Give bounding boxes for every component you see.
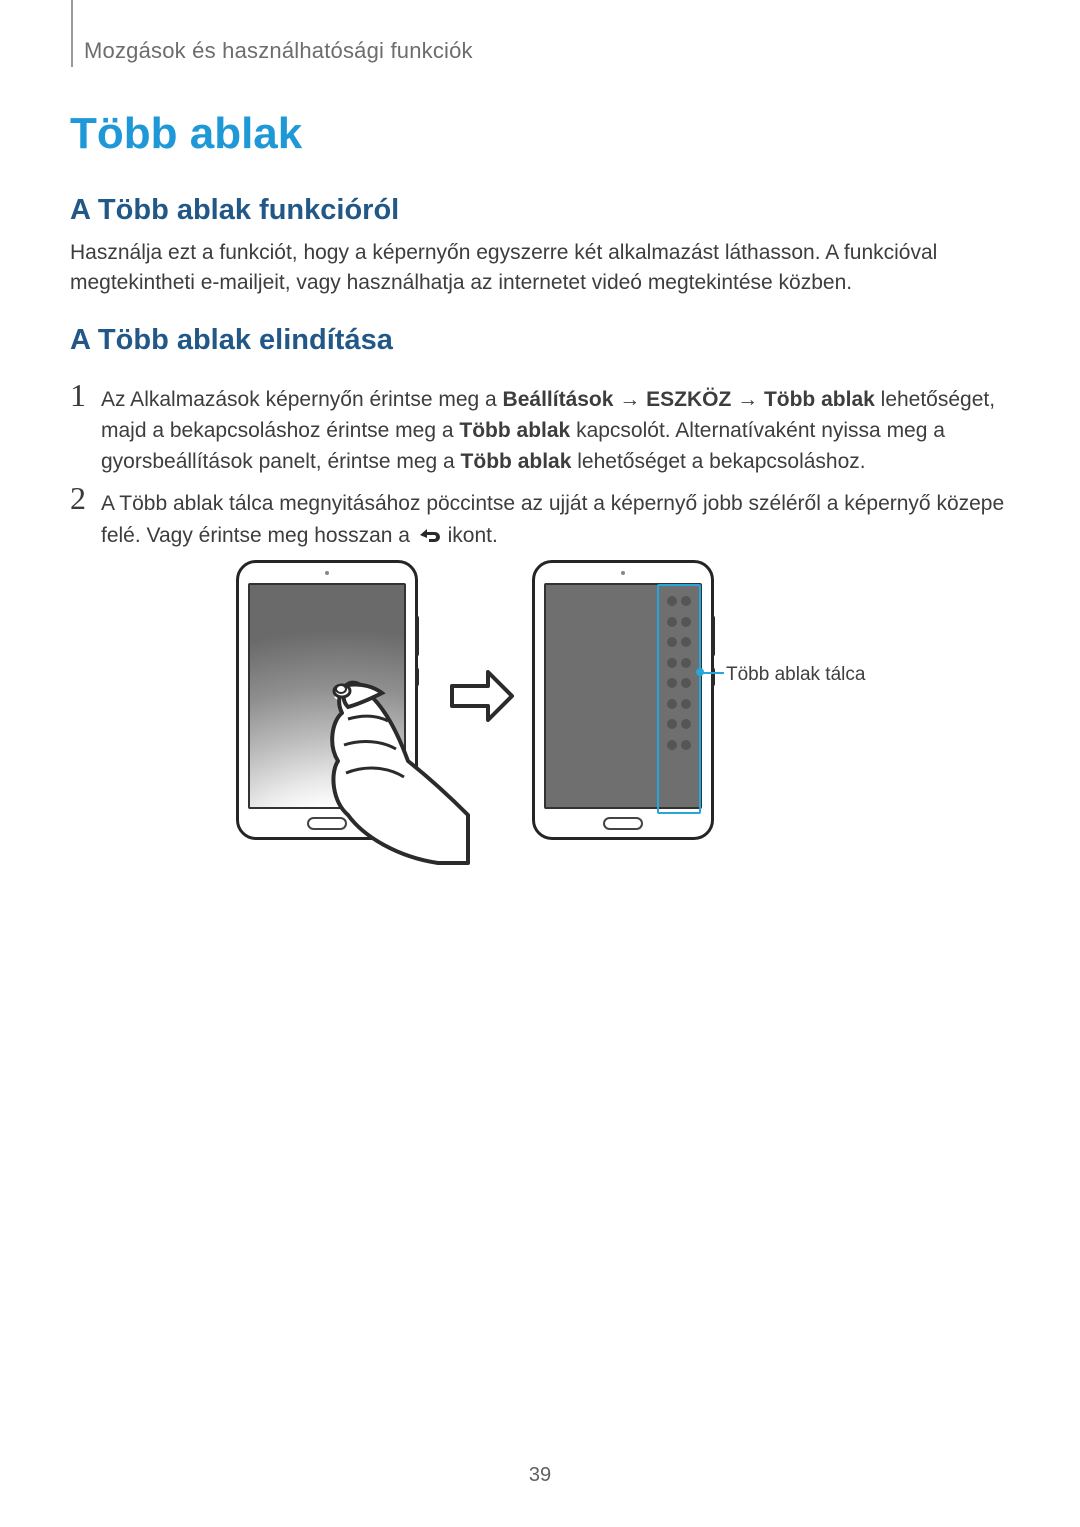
tray-app-icon xyxy=(681,740,691,750)
tray-app-icon xyxy=(667,637,677,647)
tray-row xyxy=(667,617,691,638)
step1-b1: Beállítások xyxy=(503,388,614,411)
tray-app-icon xyxy=(681,719,691,729)
phone-after xyxy=(532,560,714,840)
hand-gesture-icon xyxy=(292,645,472,870)
step2-pre: A Több ablak tálca megnyitásához pöccint… xyxy=(101,492,1004,547)
step1-b4: Több ablak xyxy=(459,419,570,442)
tray-app-icon xyxy=(667,719,677,729)
step1-b3: Több ablak xyxy=(764,388,875,411)
tray-row xyxy=(667,678,691,699)
step1-b2: ESZKÖZ xyxy=(646,388,731,411)
tray-app-icon xyxy=(681,699,691,709)
page: Mozgások és használhatósági funkciók Töb… xyxy=(0,0,1080,1527)
step2-tail: ikont. xyxy=(442,524,498,547)
tray-app-icon xyxy=(681,617,691,627)
step-number-1: 1 xyxy=(70,377,86,414)
tray-row xyxy=(667,637,691,658)
page-title: Több ablak xyxy=(70,109,302,159)
step-1-text: Az Alkalmazások képernyőn érintse meg a … xyxy=(101,384,1006,477)
step1-pre: Az Alkalmazások képernyőn érintse meg a xyxy=(101,388,503,411)
header-divider xyxy=(71,0,73,67)
tray-app-icon xyxy=(667,596,677,606)
callout-line xyxy=(700,672,724,674)
illustration: Több ablak tálca xyxy=(232,560,932,860)
tray-app-icon xyxy=(667,699,677,709)
tray-row xyxy=(667,719,691,740)
step1-b5: Több ablak xyxy=(461,450,572,473)
step1-arr1: → xyxy=(613,388,646,411)
tray-app-icon xyxy=(667,658,677,668)
step1-arr2: → xyxy=(731,388,764,411)
step-number-2: 2 xyxy=(70,480,86,517)
home-button-icon xyxy=(603,817,643,830)
section-heading-start: A Több ablak elindítása xyxy=(70,324,393,357)
tray-app-icon xyxy=(681,658,691,668)
step-2-text: A Több ablak tálca megnyitásához pöccint… xyxy=(101,488,1006,552)
tray-row xyxy=(667,699,691,720)
back-icon xyxy=(416,522,442,540)
tray-label: Több ablak tálca xyxy=(726,664,865,686)
tray-icons xyxy=(667,596,691,760)
tray-app-icon xyxy=(667,740,677,750)
section-heading-about: A Több ablak funkcióról xyxy=(70,194,399,227)
tray-row xyxy=(667,596,691,617)
tray-app-icon xyxy=(667,678,677,688)
phone-camera-dot xyxy=(325,571,329,575)
side-button-icon xyxy=(711,615,715,657)
step1-tail: lehetőséget a bekapcsoláshoz. xyxy=(571,450,865,473)
section-about-description: Használja ezt a funkciót, hogy a képerny… xyxy=(70,238,1010,299)
phone-camera-dot xyxy=(621,571,625,575)
tray-app-icon xyxy=(681,596,691,606)
tray-app-icon xyxy=(681,678,691,688)
side-button-icon xyxy=(711,667,715,687)
page-number: 39 xyxy=(0,1464,1080,1487)
tray-app-icon xyxy=(681,637,691,647)
tray-highlight xyxy=(657,584,701,814)
tray-row xyxy=(667,658,691,679)
tray-row xyxy=(667,740,691,761)
breadcrumb: Mozgások és használhatósági funkciók xyxy=(84,38,473,64)
tray-app-icon xyxy=(667,617,677,627)
transition-arrow-icon xyxy=(448,666,518,731)
